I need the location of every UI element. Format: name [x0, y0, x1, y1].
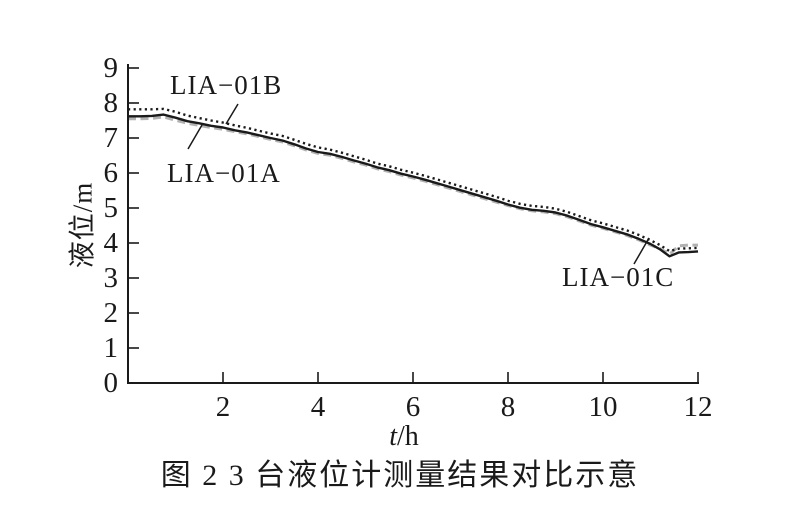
- y-tick-label: 6: [103, 157, 119, 189]
- y-tick-label: 4: [103, 227, 119, 259]
- x-axis-unit: /h: [397, 421, 419, 452]
- series-line-lia-01a: [128, 113, 699, 258]
- axes-frame: [127, 64, 699, 384]
- annotation-leader-line: [225, 103, 239, 125]
- x-tick-label: 6: [405, 391, 421, 423]
- series-label-lia-01c: LIA−01C: [562, 262, 675, 292]
- series-label-lia-01a: LIA−01A: [167, 158, 281, 188]
- y-tick-label: 8: [103, 87, 119, 119]
- figure-caption: 图 2 3 台液位计测量结果对比示意: [160, 459, 640, 492]
- y-tick-label: 9: [103, 52, 119, 84]
- x-tick-label: 10: [588, 391, 618, 423]
- y-tick-label: 7: [103, 122, 119, 154]
- x-tick-label: 12: [683, 391, 713, 423]
- y-tick-label: 3: [103, 262, 119, 294]
- y-tick-label: 5: [103, 192, 119, 224]
- x-axis-title: t/h: [354, 421, 454, 453]
- annotation-leader-line: [187, 124, 203, 150]
- x-axis-variable: t: [389, 421, 397, 452]
- y-tick-label: 0: [103, 367, 119, 399]
- x-tick-label: 8: [500, 391, 516, 423]
- x-tick-label: 4: [310, 391, 326, 423]
- y-tick-label: 1: [103, 332, 119, 364]
- series-label-lia-01b: LIA−01B: [170, 70, 283, 100]
- y-tick-label: 2: [103, 297, 119, 329]
- x-tick-label: 2: [215, 391, 231, 423]
- annotation-leader-line: [633, 237, 650, 265]
